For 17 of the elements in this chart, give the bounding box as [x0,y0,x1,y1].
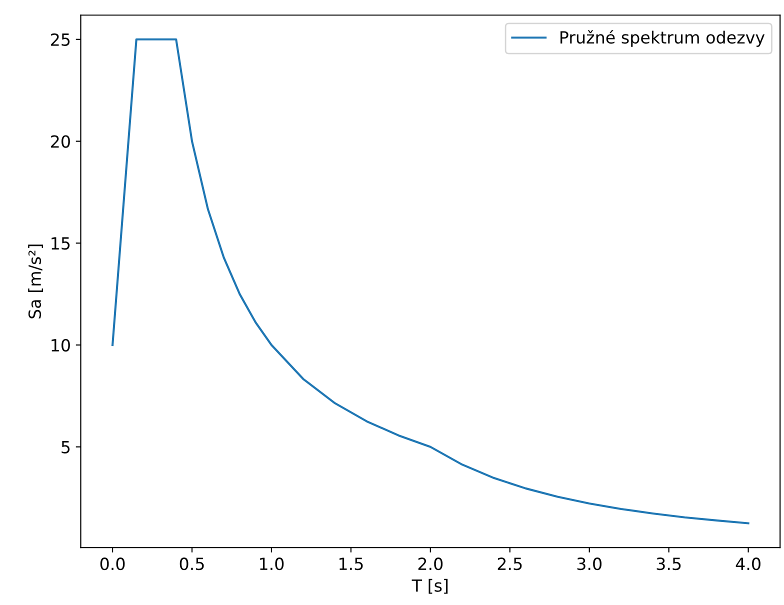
x-tick-label: 2.0 [418,558,443,570]
x-tick-label: 3.5 [656,558,681,570]
y-axis-title: Sa [m/s²] [28,244,43,318]
x-tick-label: 1.5 [340,558,363,570]
y-tick-label: 10 [52,338,70,352]
x-tick-label: 0.0 [100,558,125,570]
x-tick-label: 2.5 [498,558,522,570]
legend-label: Pružné spektrum odezvy [560,30,765,47]
x-tick-label: 4.0 [736,558,760,570]
x-axis-title: T [s] [412,578,448,594]
y-tick-label: 15 [52,237,70,250]
y-tick-label: 5 [62,441,70,454]
y-tick-label: 25 [51,33,70,46]
x-tick-label: 0.5 [180,558,204,570]
y-tick-label: 20 [51,135,70,148]
x-tick-label: 3.0 [577,558,602,570]
x-tick-label: 1.0 [260,558,284,570]
